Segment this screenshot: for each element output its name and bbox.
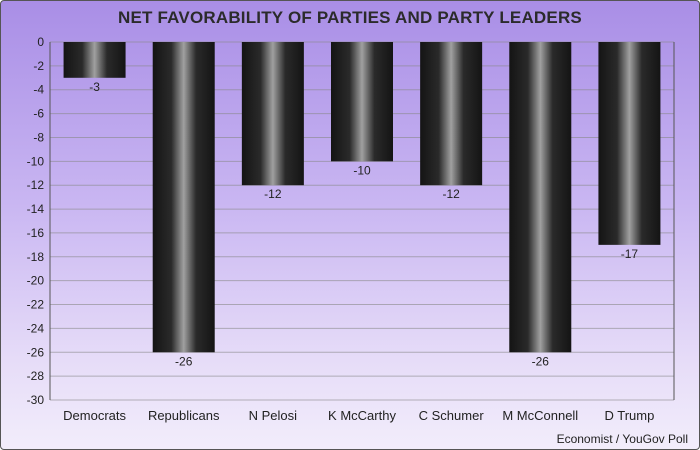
y-tick-label: -6 (33, 107, 44, 121)
y-tick-label: -2 (33, 59, 44, 73)
bar-republicans (152, 42, 215, 353)
y-tick-label: -16 (27, 226, 45, 240)
data-label: -12 (442, 187, 460, 201)
y-tick-label: -22 (27, 298, 45, 312)
y-tick-label: -10 (27, 154, 45, 168)
y-tick-label: -8 (33, 130, 44, 144)
bar-c-schumer (420, 42, 483, 186)
data-label: -12 (264, 187, 282, 201)
data-label: -26 (175, 354, 193, 368)
x-tick-label: M McConnell (502, 408, 578, 423)
x-tick-label: D Trump (605, 408, 655, 423)
y-tick-label: -12 (27, 178, 45, 192)
y-tick-label: -30 (27, 393, 45, 407)
labels: 0 -2 -4 -6 -8 -10 -12 -14 -16 -18 -20 -22 -24 -26 -28 -… (27, 35, 655, 423)
x-tick-label: N Pelosi (249, 408, 298, 423)
x-tick-label: Republicans (148, 408, 220, 423)
bar-n-pelosi (241, 42, 304, 186)
x-tick-label: C Schumer (419, 408, 485, 423)
y-tick-label: -4 (33, 83, 44, 97)
source-note: Economist / YouGov Poll (556, 432, 688, 446)
data-label: -10 (353, 163, 371, 177)
bar-democrats (63, 42, 126, 78)
y-tick-label: -26 (27, 345, 45, 359)
bar-k-mccarthy (331, 42, 393, 162)
data-label: -17 (621, 247, 639, 261)
bar-m-mcconnell (509, 42, 572, 353)
y-tick-label: -20 (27, 274, 45, 288)
chart-title: NET FAVORABILITY OF PARTIES AND PARTY LE… (118, 8, 582, 27)
y-tick-label: -24 (27, 321, 45, 335)
axes (49, 42, 675, 400)
y-tick-label: 0 (37, 35, 44, 49)
data-label: -3 (89, 80, 100, 94)
y-tick-label: -18 (27, 250, 45, 264)
bars (63, 42, 661, 353)
data-label: -26 (532, 354, 550, 368)
x-tick-label: K McCarthy (328, 408, 396, 423)
y-tick-label: -14 (27, 202, 45, 216)
x-tick-label: Democrats (63, 408, 126, 423)
y-tick-label: -28 (27, 369, 45, 383)
bar-d-trump (598, 42, 661, 245)
